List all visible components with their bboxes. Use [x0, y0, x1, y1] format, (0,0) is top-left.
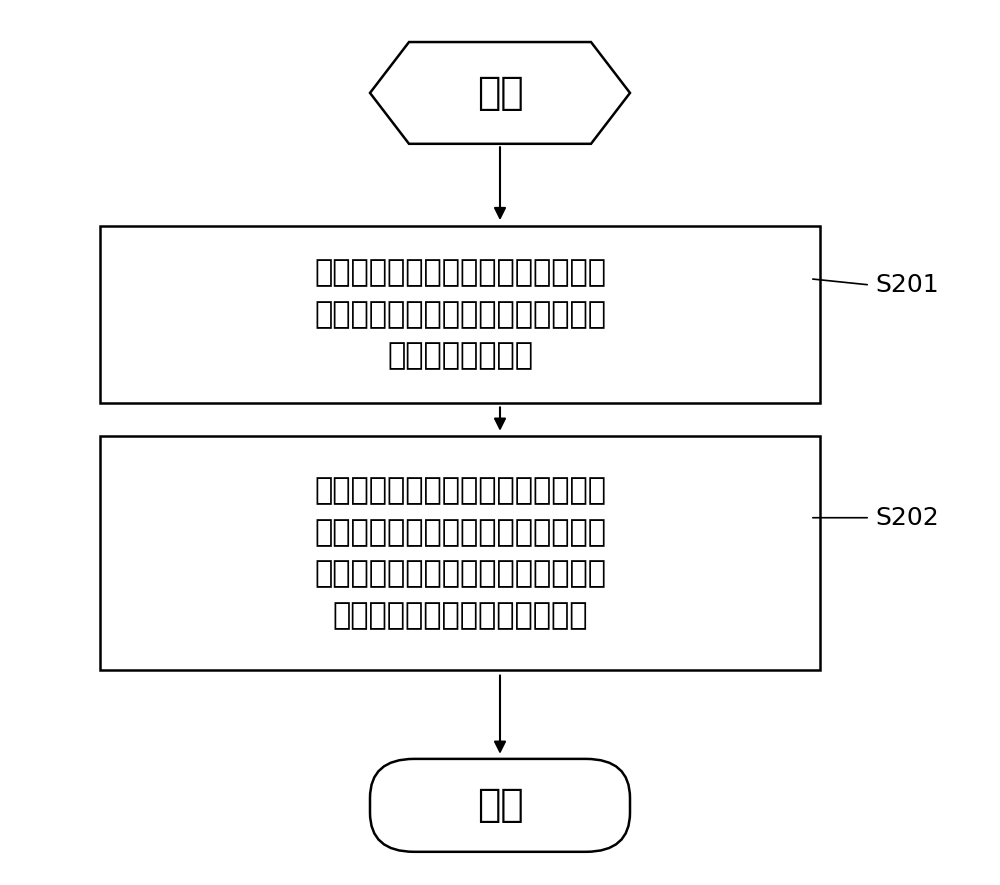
Text: 开始: 开始 [477, 74, 523, 112]
Bar [100, 226, 820, 403]
Text: 根据所述映射关系，确定与所匹配到
的对比轨迹图像映射的手勢指令是否
为快捷菜单进入指令，以确定所述轨
迹图像是否为快捷菜单进入指令: 根据所述映射关系，确定与所匹配到 的对比轨迹图像映射的手勢指令是否 为快捷菜单进… [314, 476, 606, 630]
Text: S201: S201 [875, 273, 939, 297]
Text: S202: S202 [875, 505, 939, 530]
Text: 将轨迹图像与每一对比轨迹图像进行
比较，确定所述轨迹图像与所述对比
轨迹图像之一匹配: 将轨迹图像与每一对比轨迹图像进行 比较，确定所述轨迹图像与所述对比 轨迹图像之一… [314, 258, 606, 370]
Bar [100, 435, 820, 671]
Text: 结束: 结束 [477, 787, 523, 824]
Polygon shape [370, 42, 630, 143]
FancyBboxPatch shape [370, 759, 630, 851]
